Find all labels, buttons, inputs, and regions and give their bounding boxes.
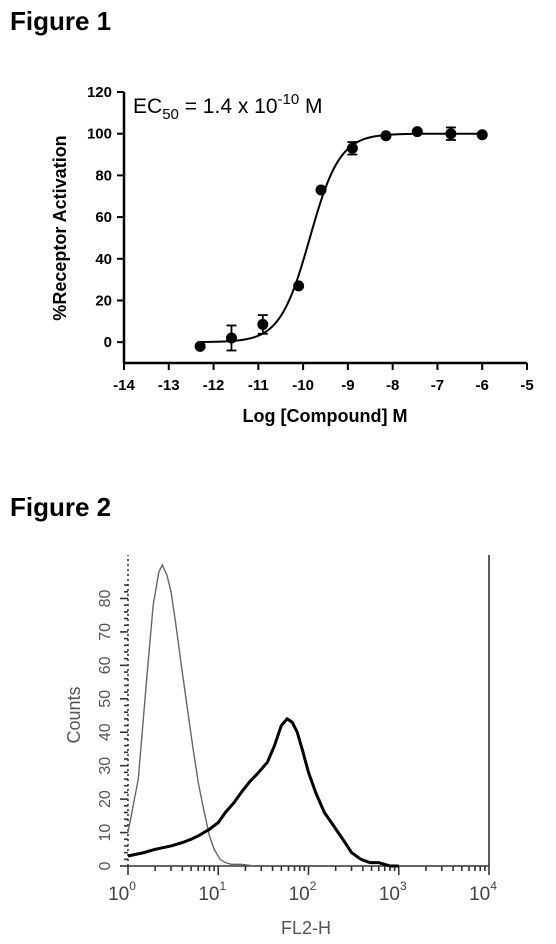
fl2-x-axis-title: FL2-H xyxy=(281,918,331,938)
figure-1-heading: Figure 1 xyxy=(10,6,112,36)
figure-2-heading: Figure 2 xyxy=(10,492,112,522)
data-point xyxy=(445,128,457,140)
y-tick-label: 80 xyxy=(97,590,114,608)
data-point xyxy=(476,129,488,141)
y-tick-label: 80 xyxy=(95,167,112,184)
y-tick-label: 10 xyxy=(97,824,114,842)
data-point xyxy=(225,332,237,344)
y-tick-label: 20 xyxy=(97,790,114,808)
y-tick-label: 0 xyxy=(104,334,112,351)
y-tick-label: 30 xyxy=(97,757,114,775)
y-tick-label: 100 xyxy=(87,126,112,143)
ec50-annotation: EC50 = 1.4 x 10-10 M xyxy=(133,91,323,123)
y-tick-label: 70 xyxy=(97,623,114,641)
x-tick-label: 101 xyxy=(198,879,226,905)
histogram-control-series xyxy=(127,563,255,867)
x-tick-label: 100 xyxy=(108,879,136,905)
x-tick-label: -5 xyxy=(520,377,533,394)
x-tick-label: -6 xyxy=(476,377,489,394)
data-point xyxy=(411,126,423,138)
counts-y-axis-title: Counts xyxy=(64,686,84,743)
data-point xyxy=(194,340,206,352)
x-tick-label: 102 xyxy=(289,879,317,905)
y-tick-label: 50 xyxy=(97,690,114,708)
x-tick-label: -9 xyxy=(341,377,354,394)
x-tick-label: -13 xyxy=(158,377,180,394)
y-tick-label: 120 xyxy=(87,84,112,101)
x-tick-label: 104 xyxy=(469,879,497,905)
data-point xyxy=(315,184,327,196)
x-tick-label: -14 xyxy=(113,377,135,394)
x-axis-title: Log [Compound] M xyxy=(243,406,408,426)
x-tick-label: -11 xyxy=(248,377,269,394)
figure-1-chart: -14 -13 -12 -11 -10 -9 -8 -7 -6 -5 0 20 40 60 80 100 120… xyxy=(50,84,534,426)
y-axis-title: %Receptor Activation xyxy=(50,135,70,320)
y-tick-label: 60 xyxy=(95,209,112,226)
y-tick-label: 0 xyxy=(97,861,114,870)
histogram-stained-series xyxy=(127,716,399,868)
y-tick-label: 20 xyxy=(95,292,112,309)
x-tick-label: -12 xyxy=(203,377,225,394)
dose-response-fit-curve xyxy=(200,132,483,344)
y-tick-label: 60 xyxy=(97,656,114,674)
data-points xyxy=(194,126,488,352)
y-tick-label: 40 xyxy=(95,251,112,268)
data-point xyxy=(293,280,305,292)
x-tick-label: 103 xyxy=(379,879,407,905)
x-tick-label: -7 xyxy=(431,377,444,394)
data-point xyxy=(257,318,269,330)
y-tick-label: 40 xyxy=(97,723,114,741)
data-point xyxy=(380,130,392,142)
figure-1-axes: -14 -13 -12 -11 -10 -9 -8 -7 -6 -5 0 20 40 60 80 100 120 xyxy=(87,84,534,394)
data-point xyxy=(346,142,358,154)
x-tick-label: -8 xyxy=(386,377,399,394)
x-tick-label: -10 xyxy=(292,377,314,394)
